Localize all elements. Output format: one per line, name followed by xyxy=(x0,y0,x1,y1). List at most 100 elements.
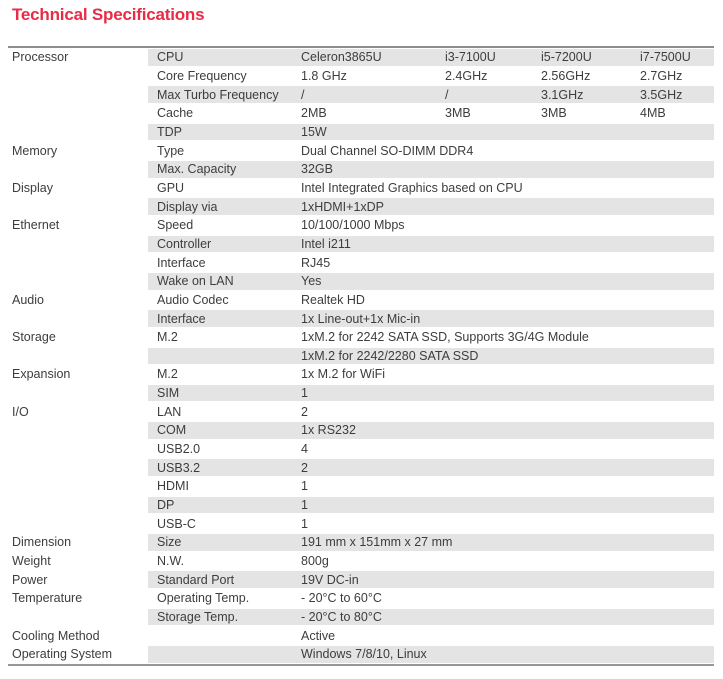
spec-cells: N.W. 800g xyxy=(148,551,714,571)
category-cell: Ethernet xyxy=(8,215,148,235)
spec-label: Core Frequency xyxy=(157,68,247,83)
spec-label: Size xyxy=(157,535,182,550)
spec-value: 2.4GHz xyxy=(445,68,488,83)
category-cell xyxy=(8,159,148,179)
spec-value: 191 mm x 151mm x 27 mm xyxy=(301,535,453,550)
spec-label: CPU xyxy=(157,50,184,65)
spec-value: Realtek HD xyxy=(301,292,365,307)
spec-label: Max Turbo Frequency xyxy=(157,87,279,102)
spec-value: Active xyxy=(301,628,336,643)
category-cell: I/O xyxy=(8,402,148,422)
spec-cells: Cache 2MB 3MB 3MB 4MB xyxy=(148,103,714,123)
category-cell: Audio xyxy=(8,290,148,310)
spec-value: 800g xyxy=(301,554,329,569)
spec-label: GPU xyxy=(157,180,185,195)
spec-label: TDP xyxy=(157,124,182,139)
spec-cells: Controller Intel i211 xyxy=(148,234,714,254)
spec-value: 1xHDMI+1xDP xyxy=(301,199,385,214)
table-row: I/O LAN 2 xyxy=(8,402,714,422)
category-cell xyxy=(8,66,148,86)
spec-label: M.2 xyxy=(157,330,178,345)
spec-cells: 1xM.2 for 2242/2280 SATA SSD xyxy=(148,346,714,366)
spec-cells: GPU Intel Integrated Graphics based on CP… xyxy=(148,178,714,198)
spec-label xyxy=(148,626,300,645)
spec-label: USB-C xyxy=(157,516,196,531)
spec-cells: Interface 1x Line-out+1x Mic-in xyxy=(148,309,714,328)
spec-cells: Display via 1xHDMI+1xDP xyxy=(148,197,714,216)
spec-value: i7-7500U xyxy=(640,50,691,65)
spec-value: 10/100/1000 Mbps xyxy=(301,218,405,233)
table-row: Cache 2MB 3MB 3MB 4MB xyxy=(8,103,714,123)
spec-label: Operating Temp. xyxy=(157,591,250,606)
spec-cells: HDMI 1 xyxy=(148,477,714,496)
spec-label: Speed xyxy=(157,218,194,233)
table-row: Core Frequency 1.8 GHz 2.4GHz 2.56GHz 2.7GHz xyxy=(8,66,714,86)
spec-value: 19V DC-in xyxy=(301,572,359,587)
spec-cells: USB2.0 4 xyxy=(148,439,714,459)
category-cell xyxy=(8,253,148,272)
category-cell xyxy=(8,439,148,459)
spec-value: / xyxy=(301,87,305,102)
spec-cells: SIM 1 xyxy=(148,383,714,403)
spec-value: Windows 7/8/10, Linux xyxy=(301,647,427,662)
page-title: Technical Specifications xyxy=(12,5,205,24)
spec-value: 1 xyxy=(301,498,308,513)
table-row: Operating System Windows 7/8/10, Linux xyxy=(8,645,714,664)
table-row: Interface 1x Line-out+1x Mic-in xyxy=(8,309,714,328)
table-row: Weight N.W. 800g xyxy=(8,551,714,571)
table-row: DP 1 xyxy=(8,495,714,515)
table-row: Ethernet Speed 10/100/1000 Mbps xyxy=(8,215,714,235)
category-cell xyxy=(8,458,148,478)
spec-table: Processor CPU Celeron3865U i3-7100U i5-7200U… xyxy=(8,46,714,666)
category-cell xyxy=(8,477,148,496)
table-row: Max Turbo Frequency / / 3.1GHz 3.5GHz xyxy=(8,85,714,104)
table-row: 1xM.2 for 2242/2280 SATA SSD xyxy=(8,346,714,366)
table-row: Audio Audio Codec Realtek HD xyxy=(8,290,714,310)
spec-value: 15W xyxy=(301,124,327,139)
spec-label: SIM xyxy=(157,386,180,401)
spec-label: M.2 xyxy=(157,367,178,382)
table-row: Memory Type Dual Channel SO-DIMM DDR4 xyxy=(8,141,714,160)
spec-label: Interface xyxy=(157,255,206,270)
spec-label: Display via xyxy=(157,199,218,214)
spec-label: USB3.2 xyxy=(157,460,201,475)
spec-value: 1.8 GHz xyxy=(301,68,347,83)
spec-label: Audio Codec xyxy=(157,292,229,307)
spec-cells: USB3.2 2 xyxy=(148,458,714,478)
spec-value: - 20°C to 80°C xyxy=(301,610,382,625)
spec-value: 1xM.2 for 2242/2280 SATA SSD xyxy=(301,348,479,363)
spec-label: COM xyxy=(157,423,187,438)
spec-label xyxy=(148,646,300,663)
spec-cells: M.2 1x M.2 for WiFi xyxy=(148,365,714,384)
table-row: HDMI 1 xyxy=(8,477,714,496)
spec-value: 3.5GHz xyxy=(640,87,683,102)
spec-cells: Core Frequency 1.8 GHz 2.4GHz 2.56GHz 2.7GHz xyxy=(148,66,714,86)
spec-value: 2 xyxy=(301,460,308,475)
spec-value: 3.1GHz xyxy=(541,87,584,102)
table-row: Display GPU Intel Integrated Graphics base… xyxy=(8,178,714,198)
spec-value: 2MB xyxy=(301,106,327,121)
table-row: TDP 15W xyxy=(8,122,714,142)
category-cell: Processor xyxy=(8,48,148,67)
table-row: Power Standard Port 19V DC-in xyxy=(8,570,714,590)
table-row: Dimension Size 191 mm x 151mm x 27 mm xyxy=(8,533,714,552)
category-cell: Weight xyxy=(8,551,148,571)
spec-cells: Speed 10/100/1000 Mbps xyxy=(148,215,714,235)
category-cell: Expansion xyxy=(8,365,148,384)
spec-cells: LAN 2 xyxy=(148,402,714,422)
category-cell xyxy=(8,197,148,216)
spec-label: Wake on LAN xyxy=(157,274,234,289)
spec-value: 2 xyxy=(301,404,308,419)
spec-value: Intel i211 xyxy=(301,236,351,251)
category-cell xyxy=(8,346,148,366)
spec-label: Controller xyxy=(157,236,212,251)
spec-cells: Audio Codec Realtek HD xyxy=(148,290,714,310)
spec-cells: USB-C 1 xyxy=(148,514,714,534)
category-cell: Power xyxy=(8,570,148,590)
spec-value: 2.7GHz xyxy=(640,68,683,83)
table-row: Max. Capacity 32GB xyxy=(8,159,714,179)
spec-value: 1x RS232 xyxy=(301,423,356,438)
spec-value: 1 xyxy=(301,386,308,401)
table-row: USB-C 1 xyxy=(8,514,714,534)
